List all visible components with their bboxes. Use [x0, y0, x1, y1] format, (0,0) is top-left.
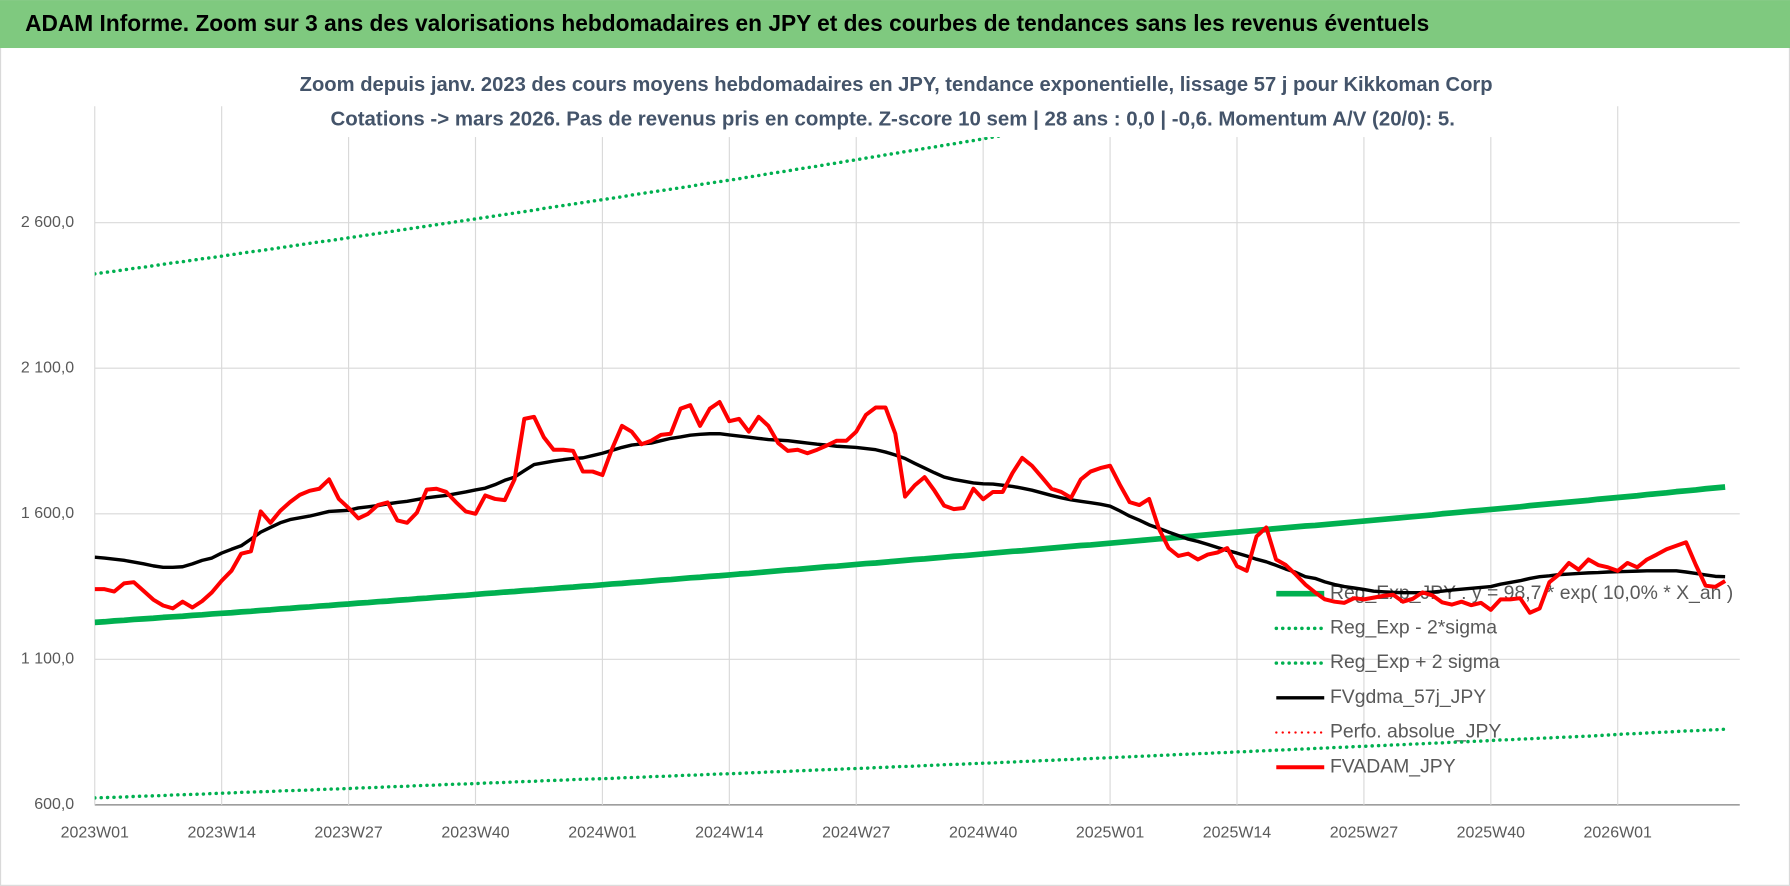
legend-label: Reg_Exp + 2 sigma: [1330, 651, 1500, 673]
y-tick-label: 1 100,0: [21, 651, 74, 668]
legend-label: FVgdma_57j_JPY: [1330, 686, 1486, 708]
x-tick-label: 2023W40: [441, 825, 509, 842]
legend-label: Reg_Exp - 2*sigma: [1330, 617, 1497, 639]
chart-title: Zoom depuis janv. 2023 des cours moyens …: [300, 73, 1493, 96]
x-tick-label: 2024W40: [949, 825, 1017, 842]
legend-label: Perfo. absolue_JPY: [1330, 721, 1501, 743]
y-tick-label: 600,0: [34, 796, 74, 813]
x-tick-label: 2025W01: [1076, 825, 1144, 842]
header-title: ADAM Informe. Zoom sur 3 ans des valoris…: [25, 10, 1429, 36]
series-line: [94, 399, 1727, 615]
chart-subtitle: Cotations -> mars 2026. Pas de revenus p…: [330, 107, 1454, 130]
x-tick-label: 2023W14: [187, 825, 255, 842]
series-line: [94, 432, 1726, 595]
y-tick-label: 2 600,0: [21, 214, 74, 231]
x-tick-label: 2026W01: [1584, 825, 1652, 842]
x-tick-label: 2025W14: [1203, 825, 1271, 842]
legend-label: FVADAM_JPY: [1330, 755, 1456, 777]
x-tick-label: 2023W01: [61, 825, 129, 842]
x-tick-label: 2025W40: [1457, 825, 1525, 842]
legend-label: Reg_Exp_JPY : y = 98,7 * exp( 10,0% * X_…: [1330, 582, 1733, 604]
x-tick-label: 2023W27: [314, 825, 382, 842]
y-tick-label: 2 100,0: [21, 359, 74, 376]
title-background: [291, 66, 1502, 138]
plot-lines: [94, 106, 1727, 800]
x-tick-label: 2024W27: [822, 825, 890, 842]
x-tick-label: 2025W27: [1330, 825, 1398, 842]
legend: Reg_Exp_JPY : y = 98,7 * exp( 10,0% * X_…: [1274, 582, 1733, 777]
series-line: [94, 484, 1726, 626]
header-bar: [0, 0, 1790, 49]
x-tick-label: 2024W01: [568, 825, 636, 842]
y-tick-label: 1 600,0: [21, 505, 74, 522]
x-tick-label: 2024W14: [695, 825, 763, 842]
series-line: [94, 106, 1187, 276]
